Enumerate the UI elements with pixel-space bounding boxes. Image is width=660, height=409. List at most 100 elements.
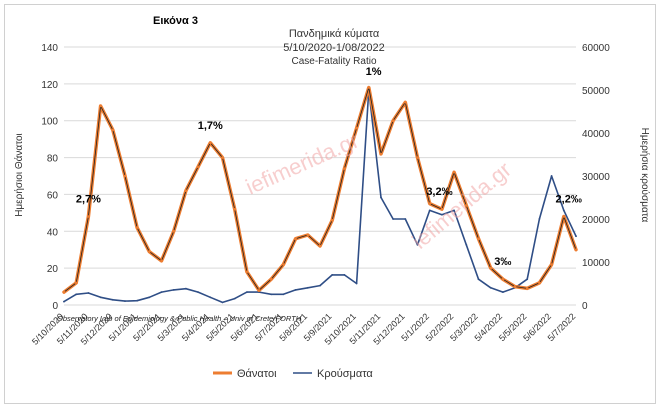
series-deaths-point bbox=[282, 263, 285, 266]
series-deaths-point bbox=[489, 266, 493, 270]
legend-cases-label: Κρούσματα bbox=[317, 368, 373, 380]
series-cases-point bbox=[416, 243, 419, 246]
y-right-label: Ημερήσια κρούσματα bbox=[639, 128, 651, 223]
y-left-tick-label: 20 bbox=[47, 264, 59, 275]
series-cases-point bbox=[477, 278, 480, 281]
series-cases-point bbox=[99, 296, 102, 299]
legend-deaths-label: Θάνατοι bbox=[237, 368, 277, 380]
chart-subtitle: 5/10/2020-1/08/2022 bbox=[283, 42, 385, 54]
y-right-tick-label: 0 bbox=[582, 301, 588, 312]
series-cases-point bbox=[343, 274, 346, 276]
series-cases-point bbox=[209, 296, 212, 299]
series-cases-point bbox=[575, 235, 577, 238]
cfr-annotation: 1% bbox=[366, 66, 382, 78]
series-deaths-point bbox=[294, 237, 297, 240]
series-deaths-point bbox=[148, 250, 151, 253]
series-deaths-point bbox=[87, 215, 90, 218]
right-axis-ticks: 0 10000 20000 30000 40000 50000 60000 bbox=[582, 43, 610, 312]
y-left-tick-label: 100 bbox=[41, 117, 58, 128]
series-deaths-point bbox=[221, 156, 224, 159]
y-right-tick-label: 20000 bbox=[582, 215, 610, 226]
series-deaths-point bbox=[428, 202, 432, 205]
series-cases-point bbox=[392, 218, 394, 220]
series-cases-point bbox=[124, 300, 126, 302]
series-deaths-point bbox=[343, 167, 346, 170]
y-left-tick-label: 40 bbox=[47, 227, 59, 238]
series-cases-point bbox=[294, 289, 297, 291]
series-deaths-point bbox=[562, 215, 566, 218]
series-cases-point bbox=[355, 282, 358, 285]
cfr-annotation: 3,2‰ bbox=[426, 186, 452, 198]
series-deaths-point bbox=[574, 248, 578, 251]
series-deaths-point bbox=[233, 207, 236, 211]
series-cases-point bbox=[331, 274, 334, 276]
series-cases-point bbox=[465, 243, 468, 246]
y-left-label: Ημερήσιοι Θάνατοι bbox=[13, 133, 25, 217]
series-cases-point bbox=[453, 209, 455, 212]
series-cases-point bbox=[233, 297, 236, 300]
series-deaths-point bbox=[404, 101, 407, 104]
series-cases-point bbox=[306, 286, 309, 289]
source-note: Observatory Lab of Epidemiology & Public… bbox=[57, 314, 302, 323]
series-cases-point bbox=[441, 213, 443, 216]
series-cases-point bbox=[270, 293, 273, 296]
series-cases-point bbox=[172, 289, 175, 291]
series-cases-point bbox=[502, 291, 504, 293]
legend: Θάνατοι Κρούσματα bbox=[213, 368, 373, 380]
series-cases-point bbox=[136, 299, 139, 302]
series-deaths-point bbox=[257, 289, 261, 292]
series-cases-point bbox=[489, 286, 492, 289]
chart-subtitle-cfr: Case-Fatality Ratio bbox=[291, 56, 376, 67]
series-cases-point bbox=[319, 284, 321, 287]
series-cases-point bbox=[246, 291, 248, 293]
series-deaths-point bbox=[391, 119, 395, 122]
series-deaths-point bbox=[160, 259, 163, 263]
series-cases-point bbox=[562, 209, 565, 212]
series-deaths-point bbox=[513, 285, 517, 288]
series-cases-point bbox=[380, 196, 382, 199]
series-deaths-point bbox=[538, 281, 541, 285]
cfr-annotation: 1,7% bbox=[198, 120, 223, 132]
y-left-tick-label: 0 bbox=[52, 301, 58, 312]
cfr-annotation: 3‰ bbox=[494, 256, 511, 268]
series-cases-point bbox=[282, 293, 285, 296]
series-deaths-point bbox=[416, 156, 419, 159]
series-deaths-point bbox=[452, 171, 456, 174]
series-cases-point bbox=[148, 296, 151, 299]
series-deaths-point bbox=[465, 204, 468, 207]
series-deaths-point bbox=[99, 104, 102, 108]
series-deaths-point bbox=[501, 277, 505, 281]
series-deaths-point bbox=[111, 128, 115, 132]
series-layer bbox=[62, 85, 578, 304]
series-cases-point bbox=[550, 175, 553, 177]
y-right-tick-label: 50000 bbox=[582, 86, 610, 97]
series-cases-point bbox=[111, 298, 114, 301]
chart-frame bbox=[4, 4, 656, 404]
series-deaths-point bbox=[550, 263, 553, 266]
figure-label: Εικόνα 3 bbox=[153, 15, 198, 27]
series-deaths-point bbox=[209, 141, 212, 145]
series-deaths-point bbox=[477, 237, 480, 240]
series-deaths-point bbox=[245, 270, 249, 274]
series-cases-line bbox=[63, 89, 577, 304]
series-deaths-point bbox=[379, 152, 383, 156]
series-deaths-point bbox=[318, 244, 322, 248]
series-cases-point bbox=[185, 287, 187, 290]
chart-title: Πανδημικά κύματα bbox=[289, 28, 380, 40]
series-deaths-point bbox=[440, 207, 444, 211]
annotation-layer: 2,7% 1,7% 1% 3,2‰ 3‰ 2,2‰ bbox=[76, 66, 582, 268]
series-deaths-point bbox=[184, 189, 188, 192]
cfr-annotation: 2,7% bbox=[76, 194, 101, 206]
series-deaths-point bbox=[172, 230, 175, 233]
series-deaths-point bbox=[269, 277, 273, 281]
series-cases-point bbox=[63, 300, 65, 303]
y-left-tick-label: 60 bbox=[47, 190, 59, 201]
watermark-2: iefimerida.gr bbox=[407, 157, 516, 254]
y-right-tick-label: 40000 bbox=[582, 129, 610, 140]
y-left-tick-label: 140 bbox=[41, 43, 58, 54]
series-deaths-point bbox=[135, 226, 139, 229]
series-cases-point bbox=[538, 218, 541, 220]
series-cases-point bbox=[404, 218, 407, 220]
series-deaths-point bbox=[525, 287, 529, 290]
cfr-annotation: 2,2‰ bbox=[556, 194, 582, 206]
